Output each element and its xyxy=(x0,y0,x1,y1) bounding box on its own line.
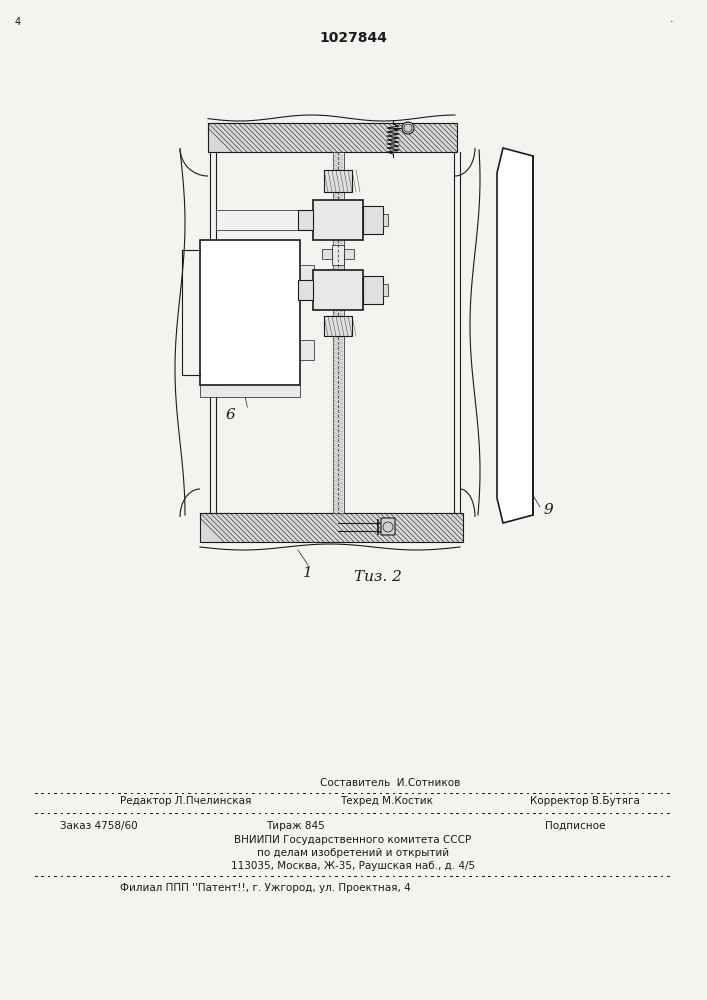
Circle shape xyxy=(402,122,414,134)
Bar xyxy=(200,240,300,385)
Bar xyxy=(298,210,313,230)
Bar xyxy=(333,152,344,513)
Bar xyxy=(216,280,298,300)
Bar xyxy=(298,280,313,300)
Text: Подписное: Подписное xyxy=(545,821,605,831)
Text: 1: 1 xyxy=(303,566,313,580)
Text: ·: · xyxy=(670,17,674,27)
Text: 1027844: 1027844 xyxy=(319,31,387,45)
Bar xyxy=(363,276,383,304)
Text: Составитель  И.Сотников: Составитель И.Сотников xyxy=(320,778,460,788)
Polygon shape xyxy=(497,148,533,523)
Bar xyxy=(322,249,332,259)
Text: Заказ 4758/60: Заказ 4758/60 xyxy=(60,821,138,831)
Bar xyxy=(383,214,388,226)
Bar xyxy=(200,385,300,397)
Bar xyxy=(324,170,352,192)
Bar xyxy=(324,316,352,336)
Bar xyxy=(313,270,363,310)
Bar xyxy=(216,210,298,230)
Bar xyxy=(363,206,383,234)
Text: Редактор Л.Пчелинская: Редактор Л.Пчелинская xyxy=(120,796,252,806)
Bar xyxy=(200,513,463,542)
Bar xyxy=(344,249,354,259)
Text: 6: 6 xyxy=(225,408,235,422)
Text: ВНИИПИ Государственного комитета СССР: ВНИИПИ Государственного комитета СССР xyxy=(235,835,472,845)
Text: Корректор В.Бутяга: Корректор В.Бутяга xyxy=(530,796,640,806)
Text: 113035, Москва, Ж-35, Раушская наб., д. 4/5: 113035, Москва, Ж-35, Раушская наб., д. … xyxy=(231,861,475,871)
Bar xyxy=(300,265,314,285)
Text: Техред М.Костик: Техред М.Костик xyxy=(340,796,433,806)
Text: Филиал ППП ''Патент!!, г. Ужгород, ул. Проектная, 4: Филиал ППП ''Патент!!, г. Ужгород, ул. П… xyxy=(120,883,411,893)
Text: 9: 9 xyxy=(543,503,553,517)
Bar xyxy=(383,284,388,296)
Text: Τиз. 2: Τиз. 2 xyxy=(354,570,402,584)
Text: по делам изобретений и открытий: по делам изобретений и открытий xyxy=(257,848,449,858)
FancyBboxPatch shape xyxy=(381,518,395,535)
Bar xyxy=(208,123,457,152)
Text: Тираж 845: Тираж 845 xyxy=(266,821,325,831)
Bar xyxy=(313,200,363,240)
Text: 4: 4 xyxy=(15,17,21,27)
Bar xyxy=(300,340,314,360)
Bar xyxy=(332,245,344,265)
